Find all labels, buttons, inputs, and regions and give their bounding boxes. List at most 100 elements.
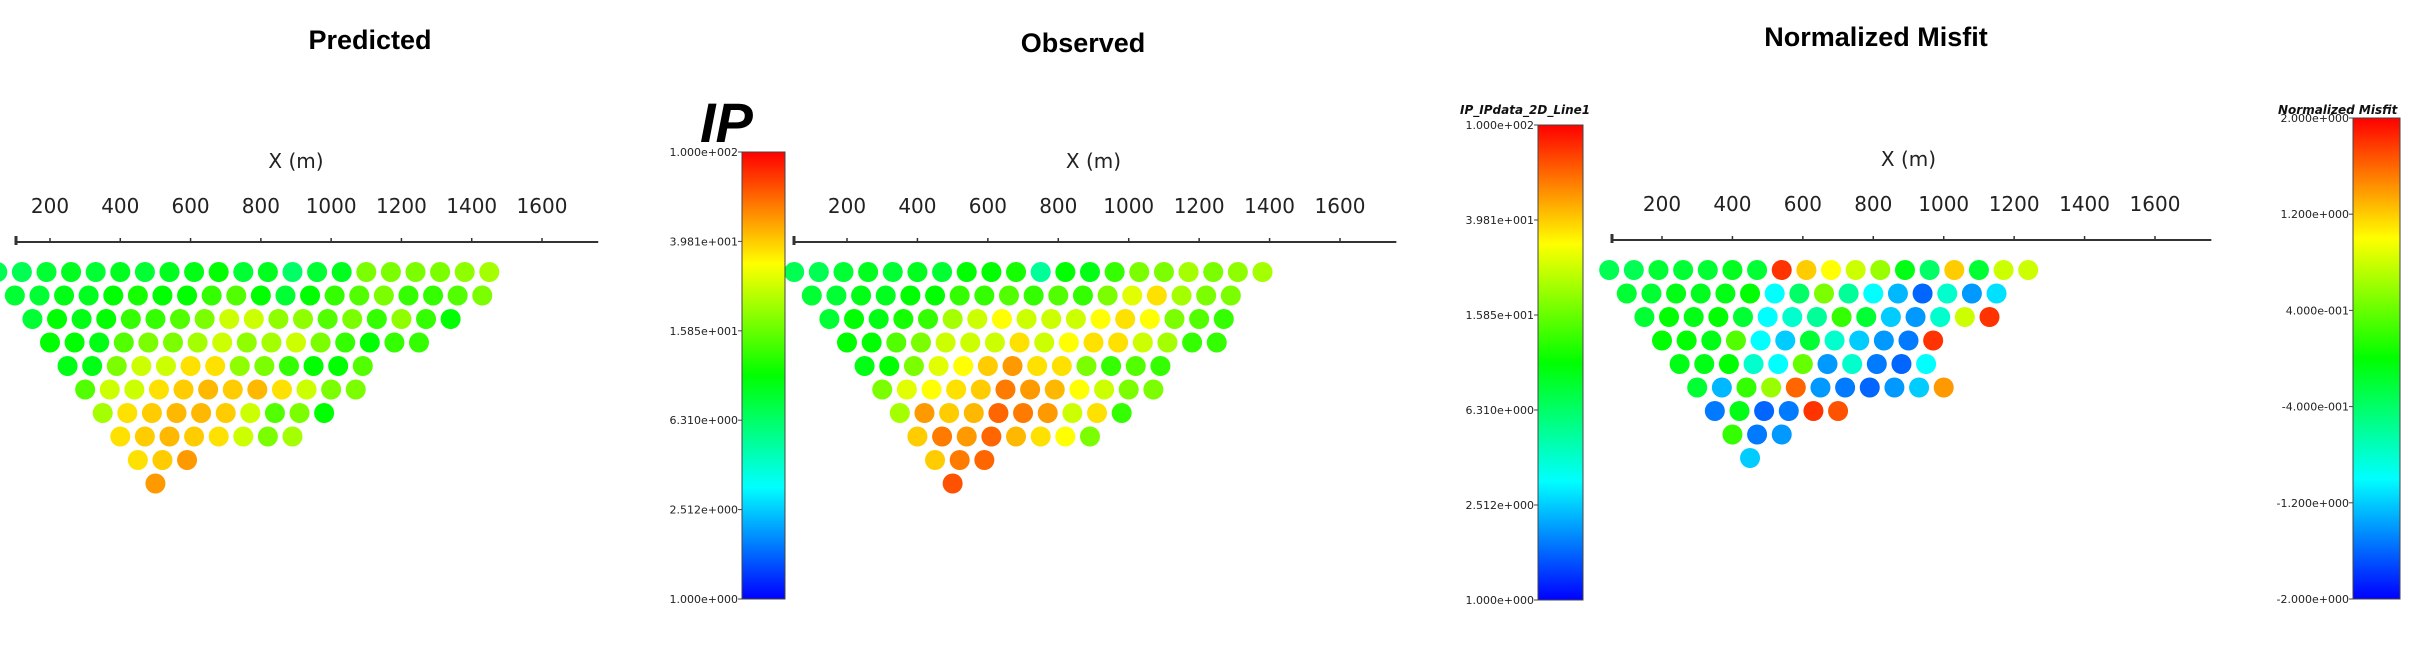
data-point [858,262,879,282]
data-point [1740,283,1761,304]
data-point [1718,354,1739,374]
colorbar-tick-label: 3.981e+001 [670,235,738,248]
data-point [1747,260,1768,280]
x-tick-label: 1400 [1244,194,1295,218]
data-point [925,285,946,306]
data-point [391,309,412,329]
data-point [152,285,173,306]
data-point [1937,283,1958,304]
data-point [1115,309,1136,329]
data-point [359,332,380,353]
data-point [177,450,198,470]
misfit-panel: X (m) 200 400 600 800 1000 1200 1400 1600 [1599,147,2212,468]
data-point [1905,307,1926,327]
data-point [1898,330,1919,351]
data-point [29,285,50,306]
data-point [321,379,342,400]
data-point [1912,283,1933,304]
data-point [1803,401,1824,421]
data-point [1944,260,1965,280]
data-point [138,332,159,353]
data-point [851,285,872,306]
colorbar-tick-label: 6.310e+000 [670,414,738,427]
data-point [1252,262,1273,282]
data-point [1690,283,1711,304]
data-point [970,379,991,400]
data-point [250,285,271,306]
data-point [872,379,893,400]
data-point [844,309,865,329]
data-point [0,262,8,282]
data-point [366,309,387,329]
data-point [1143,379,1164,400]
data-point [932,262,953,282]
data-point [988,403,1009,423]
x-axis-label: X (m) [268,149,323,173]
data-point [942,473,963,494]
x-tick-label: 1200 [1989,192,2040,216]
data-point [1623,260,1644,280]
data-point [907,262,928,282]
data-point [854,356,875,376]
data-point [11,262,32,282]
data-point [1069,379,1090,400]
data-point [1785,377,1806,398]
colorbar-gradient [2352,117,2401,600]
x-tick-label: 1200 [376,194,427,218]
data-point [191,403,212,423]
data-point [1055,262,1076,282]
data-point [57,356,78,376]
data-point [1171,285,1192,306]
data-point [1006,262,1027,282]
data-point [1129,262,1150,282]
data-point [886,332,907,353]
data-point [1859,377,1880,398]
data-point [1048,285,1069,306]
data-point [352,356,373,376]
data-point [1178,262,1199,282]
data-point [54,285,75,306]
data-point [1821,260,1842,280]
data-point [423,285,444,306]
data-point [194,309,215,329]
data-point [296,379,317,400]
data-point [1856,307,1877,327]
data-point [1146,285,1167,306]
x-tick-label: 800 [1039,194,1077,218]
colorbar-tick-label: 2.512e+000 [670,504,738,517]
data-point [1778,401,1799,421]
data-point [935,332,956,353]
data-point [974,450,995,470]
data-point [1708,307,1729,327]
data-point [1683,307,1704,327]
data-point [430,262,451,282]
data-point [1768,354,1789,374]
data-point [1076,356,1097,376]
data-point [1111,403,1132,423]
data-point [1789,283,1810,304]
x-tick-label: 1000 [306,194,357,218]
colorbar-tick-label: 1.000e+002 [1466,119,1534,132]
colorbar-gradient [1537,124,1584,601]
data-point [882,262,903,282]
x-tick-label: 600 [969,194,1007,218]
data-point [1013,403,1034,423]
x-tick-label: 200 [828,194,866,218]
x-tick-label: 1000 [1103,194,1154,218]
data-point [1799,330,1820,351]
data-point [110,426,131,447]
data-point [286,332,306,353]
data-point [1884,377,1905,398]
data-point [75,379,96,400]
data-point [106,356,127,376]
x-tick-label: 800 [1854,192,1892,216]
data-point [956,426,977,447]
data-point [134,262,155,282]
data-point [1122,285,1143,306]
data-point [275,285,296,306]
data-point [925,450,946,470]
data-point [1873,330,1894,351]
x-tick-label: 200 [1643,192,1681,216]
